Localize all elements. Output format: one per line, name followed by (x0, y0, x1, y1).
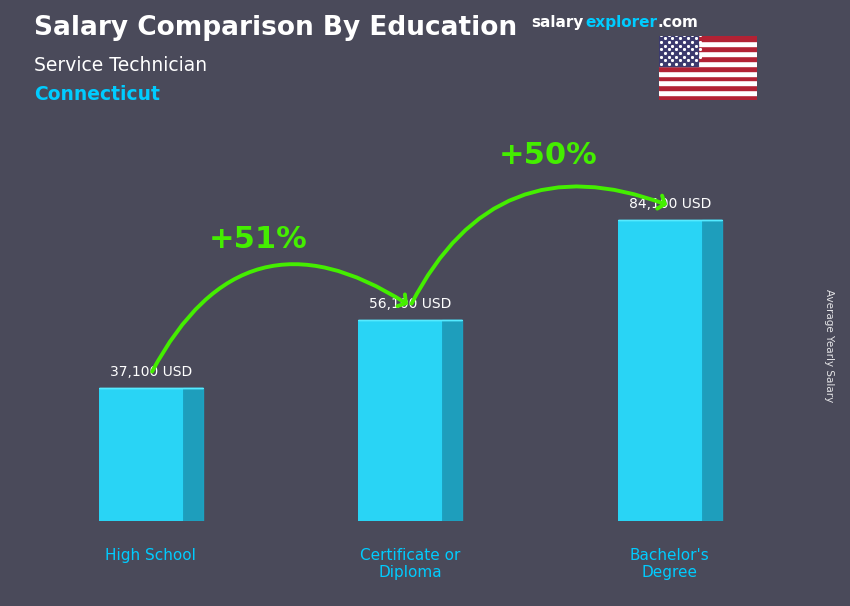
Text: +51%: +51% (208, 225, 307, 255)
Bar (659, 85, 756, 90)
Bar (659, 46, 756, 51)
Bar (659, 95, 756, 100)
Text: salary: salary (531, 15, 584, 30)
Text: .com: .com (657, 15, 698, 30)
FancyBboxPatch shape (359, 321, 442, 521)
Bar (659, 51, 756, 56)
Text: Certificate or
Diploma: Certificate or Diploma (360, 548, 461, 581)
Bar (659, 90, 756, 95)
Polygon shape (442, 321, 462, 521)
FancyBboxPatch shape (618, 220, 702, 521)
Bar (659, 71, 756, 76)
Bar (659, 76, 756, 81)
Text: 37,100 USD: 37,100 USD (110, 365, 192, 379)
Text: Salary Comparison By Education: Salary Comparison By Education (34, 15, 517, 41)
Bar (659, 56, 756, 61)
Polygon shape (183, 388, 202, 521)
Bar (659, 36, 698, 65)
Text: 84,100 USD: 84,100 USD (629, 198, 711, 211)
Text: High School: High School (105, 548, 196, 563)
Text: Average Yearly Salary: Average Yearly Salary (824, 289, 834, 402)
Polygon shape (702, 220, 722, 521)
Bar (659, 36, 756, 41)
Bar (659, 61, 756, 65)
Bar (659, 41, 756, 46)
Text: Connecticut: Connecticut (34, 85, 160, 104)
FancyBboxPatch shape (99, 388, 183, 521)
Text: 56,100 USD: 56,100 USD (369, 298, 451, 311)
Text: explorer: explorer (586, 15, 658, 30)
Text: Bachelor's
Degree: Bachelor's Degree (630, 548, 710, 581)
Bar (659, 81, 756, 85)
Text: Service Technician: Service Technician (34, 56, 207, 75)
Text: +50%: +50% (498, 141, 597, 170)
Bar (659, 65, 756, 71)
